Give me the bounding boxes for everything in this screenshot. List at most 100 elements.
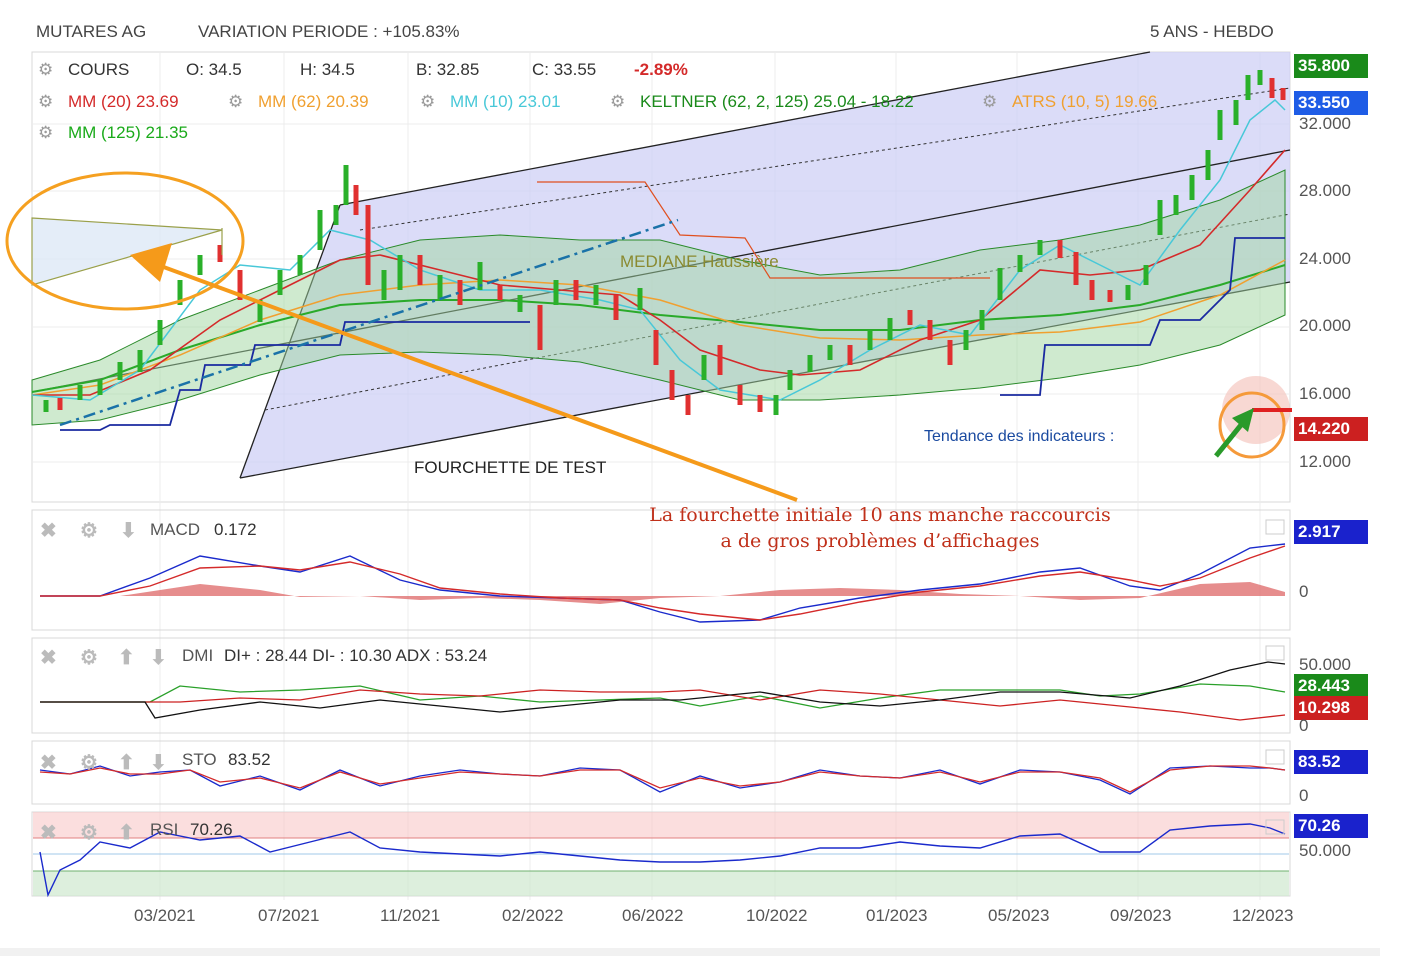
mm20-gear-icon[interactable]: ⚙ [38, 92, 54, 111]
stop-line [537, 181, 990, 279]
trend-green-arrow [1214, 418, 1247, 458]
mini-fourchette [31, 217, 223, 286]
rsi-label: RSI [150, 820, 179, 839]
cours-gear-icon[interactable]: ⚙ [38, 60, 54, 79]
dmi-plus-line [40, 683, 1286, 709]
macd-value: 0.172 [214, 520, 257, 539]
annotation-note: La fourchette initiale 10 ans manche rac… [560, 502, 1200, 554]
rsi-close-icon[interactable]: ✖ [40, 822, 57, 844]
atrs-line-2 [1000, 237, 1285, 396]
mm125-gear-icon[interactable]: ⚙ [38, 123, 54, 142]
x-axis-tick: 07/2021 [258, 906, 320, 925]
dmi-axis-tick: 50.000 [1299, 655, 1351, 674]
sto-badge: 83.52 [1294, 750, 1368, 774]
fourchette-label: FOURCHETTE DE TEST [414, 458, 607, 477]
price-axis-tick: 28.000 [1299, 181, 1351, 200]
mm20-legend: MM (20) 23.69 [68, 92, 179, 111]
price-axis-tick: 16.000 [1299, 384, 1351, 403]
mm20-line [32, 149, 1286, 396]
dmi-label: DMI [182, 646, 214, 665]
atrs-gear-icon[interactable]: ⚙ [982, 92, 998, 111]
dashed-trend-line [59, 218, 679, 427]
price-axis-tick: 12.000 [1299, 452, 1351, 471]
dmi-down-icon[interactable]: ⬇ [150, 647, 167, 669]
x-axis-tick: 06/2022 [622, 906, 684, 925]
annotation-note-line1: La fourchette initiale 10 ans manche rac… [649, 504, 1111, 526]
variation-periode: VARIATION PERIODE : +105.83% [198, 22, 460, 41]
channel-upper-line [339, 51, 1151, 206]
price-axis-tick: 32.000 [1299, 114, 1351, 133]
pointer-arrow-shaft [149, 260, 798, 502]
mm125-legend: MM (125) 21.35 [68, 123, 188, 142]
rsi-overbought-zone [33, 812, 1289, 838]
sto-value: 83.52 [228, 750, 271, 769]
dmi-minus-badge: 10.298 [1294, 696, 1368, 720]
sto-line [39, 765, 1286, 795]
bottom-scrollbar[interactable] [0, 948, 1380, 956]
sto-zero-tick: 0 [1299, 786, 1309, 805]
x-axis-tick: 02/2022 [502, 906, 564, 925]
low-value: B: 32.85 [416, 60, 480, 79]
atrs-line [60, 321, 530, 431]
macd-down-icon[interactable]: ⬇ [120, 520, 137, 542]
sto-up-icon[interactable]: ⬆ [118, 752, 135, 774]
price-axis-tick: 24.000 [1299, 249, 1351, 268]
change-percent: -2.89% [634, 60, 688, 79]
dmi-plus-badge: 28.443 [1294, 674, 1368, 698]
macd-histogram [40, 582, 1285, 604]
candles [43, 70, 1286, 415]
macd-label: MACD [150, 520, 201, 539]
trend-ring [1218, 391, 1286, 459]
channel-dotted-upper [359, 87, 1291, 231]
open-value: O: 34.5 [186, 60, 242, 79]
keltner-gear-icon[interactable]: ⚙ [610, 92, 626, 111]
macd-gear-icon[interactable]: ⚙ [80, 520, 98, 542]
mm125-line [31, 264, 1286, 393]
high-price-badge: 35.800 [1294, 54, 1368, 78]
dmi-gear-icon[interactable]: ⚙ [80, 647, 98, 669]
close-value: C: 33.55 [532, 60, 597, 79]
mm10-gear-icon[interactable]: ⚙ [420, 92, 436, 111]
rsi-line [39, 823, 1286, 898]
dmi-close-icon[interactable]: ✖ [40, 647, 57, 669]
mediane-label: MEDIANE Haussière [620, 252, 779, 271]
last-price-badge: 33.550 [1294, 91, 1368, 115]
high-value: H: 34.5 [300, 60, 355, 79]
sto-label: STO [182, 750, 217, 769]
period-selector[interactable]: 5 ANS - HEBDO [1150, 22, 1274, 41]
sto-close-icon[interactable]: ✖ [40, 752, 57, 774]
x-axis-tick: 10/2022 [746, 906, 808, 925]
macd-badge: 2.917 [1294, 520, 1368, 544]
mm62-legend: MM (62) 20.39 [258, 92, 369, 111]
sto-gear-icon[interactable]: ⚙ [80, 752, 98, 774]
rsi-oversold-zone [33, 871, 1289, 896]
highlight-ellipse [5, 171, 245, 311]
mm10-legend: MM (10) 23.01 [450, 92, 561, 111]
tendance-label: Tendance des indicateurs : [924, 428, 1115, 445]
mm10-line [31, 98, 1286, 401]
mm62-gear-icon[interactable]: ⚙ [228, 92, 244, 111]
ticker-title: MUTARES AG [36, 22, 147, 41]
price-axis-tick: 20.000 [1299, 316, 1351, 335]
dmi-minus-line [40, 689, 1286, 721]
keltner-legend: KELTNER (62, 2, 125) 25.04 - 18.22 [640, 92, 914, 111]
x-axis-tick: 05/2023 [988, 906, 1050, 925]
cours-label: COURS [68, 60, 130, 79]
dmi-up-icon[interactable]: ⬆ [118, 647, 135, 669]
x-axis-tick: 12/2023 [1232, 906, 1294, 925]
dmi-adx-line [40, 661, 1286, 719]
macd-close-icon[interactable]: ✖ [40, 520, 57, 542]
rsi-gear-icon[interactable]: ⚙ [80, 822, 98, 844]
macd-line [40, 543, 1286, 623]
x-axis-tick: 09/2023 [1110, 906, 1172, 925]
dmi-zero-tick: 0 [1299, 716, 1309, 735]
rsi-value: 70.26 [190, 820, 233, 839]
sto-signal-line [39, 765, 1286, 793]
mm62-line [31, 259, 1286, 396]
rsi-up-icon[interactable]: ⬆ [118, 822, 135, 844]
sto-down-icon[interactable]: ⬇ [150, 752, 167, 774]
macd-zero-tick: 0 [1299, 582, 1309, 601]
annotation-note-line2: a de gros problèmes d’affichages [720, 530, 1040, 552]
rsi-axis-tick: 50.000 [1299, 841, 1351, 860]
